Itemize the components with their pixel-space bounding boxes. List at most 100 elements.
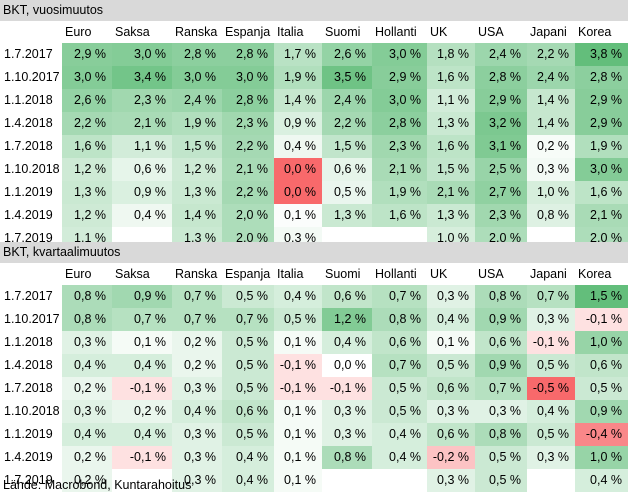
heatmap-cell: 1,1 % [112,135,172,158]
heatmap-cell: 1,0 % [527,181,575,204]
heatmap-cell: 1,4 % [172,204,222,227]
column-header: Korea [578,25,612,39]
heatmap-cell: 3,0 % [372,89,427,112]
heatmap-cell: 0,5 % [274,308,322,331]
column-header: Saksa [115,267,150,281]
heatmap-cell: 1,5 % [322,135,372,158]
heatmap-cell: 0,4 % [274,285,322,308]
heatmap-cell [527,469,575,492]
table-row: 1.7.2018 1,6 % 1,1 % 1,5 % 2,2 % 0,4 % 1,5 % 2,… [0,135,628,158]
heatmap-cell: 2,9 % [575,112,628,135]
heatmap-cell: 2,8 % [372,112,427,135]
heatmap-cell: 3,0 % [112,43,172,66]
heatmap-cell: 3,0 % [62,66,112,89]
heatmap-cell: -0,1 % [112,446,172,469]
row-label: 1.1.2019 [4,427,53,441]
heatmap-cell: 1,9 % [172,112,222,135]
heatmap-cell: 1,3 % [172,181,222,204]
heatmap-cell: 0,6 % [222,400,274,423]
heatmap-cell: 2,1 % [222,158,274,181]
heatmap-cell: 0,6 % [322,158,372,181]
heatmap-cell: 2,9 % [475,89,527,112]
heatmap-cell: 0,8 % [475,423,527,446]
heatmap-cell: 1,9 % [372,181,427,204]
heatmap-cell: 0,5 % [222,285,274,308]
heatmap-cell: 1,0 % [575,446,628,469]
heatmap-cell: 2,4 % [322,89,372,112]
column-header: Italia [277,25,304,39]
heatmap-cell: -0,1 % [274,354,322,377]
heatmap-cell: 2,4 % [475,43,527,66]
heatmap-cell: 2,3 % [372,135,427,158]
heatmap-cell: 0,2 % [62,469,112,492]
heatmap-cell: 1,4 % [527,112,575,135]
table-row: 1.4.2018 0,4 % 0,4 % 0,2 % 0,5 % -0,1 % 0,0 % 0… [0,354,628,377]
heatmap-cell: 1,2 % [62,158,112,181]
heatmap-cell: 0,4 % [222,469,274,492]
heatmap-cell: 0,8 % [322,446,372,469]
heatmap-cell: 1,2 % [322,308,372,331]
heatmap-cell: 0,6 % [475,331,527,354]
heatmap-cell: 2,9 % [575,89,628,112]
heatmap-cell: 0,5 % [222,377,274,400]
row-label: 1.10.2017 [4,70,60,84]
heatmap-cell: 0,5 % [322,181,372,204]
heatmap-cell: 2,2 % [222,181,274,204]
heatmap-cell: 0,4 % [575,469,628,492]
heatmap-cell: 3,8 % [575,43,628,66]
column-header: Saksa [115,25,150,39]
heatmap-cell: 1,9 % [274,66,322,89]
heatmap-cell: 2,8 % [575,66,628,89]
heatmap-cell: 0,2 % [62,377,112,400]
heatmap-cell: 2,3 % [112,89,172,112]
heatmap-cell: 3,2 % [475,112,527,135]
heatmap-cell: 0,4 % [112,204,172,227]
heatmap-cell: 2,6 % [322,43,372,66]
heatmap-cell: 0,4 % [112,423,172,446]
heatmap-cell: 0,5 % [427,354,475,377]
heatmap-cell: 0,0 % [274,158,322,181]
heatmap-cell: 0,4 % [222,446,274,469]
heatmap-cell: 1,5 % [427,158,475,181]
row-label: 1.7.2018 [4,139,53,153]
heatmap-cell: 1,6 % [427,135,475,158]
heatmap-cell: 2,5 % [475,158,527,181]
heatmap-cell: 1,3 % [427,112,475,135]
row-label: 1.7.2017 [4,47,53,61]
heatmap-cell: 0,0 % [274,181,322,204]
table-row: 1.1.2019 0,4 % 0,4 % 0,3 % 0,5 % 0,1 % 0,3 % 0,… [0,423,628,446]
column-header: Suomi [325,267,361,281]
column-header: Italia [277,267,304,281]
annual-gdp-table: BKT, vuosimuutos Euro Saksa Ranska Espanja It… [0,0,628,250]
heatmap-cell: 1,3 % [322,204,372,227]
heatmap-cell: 0,5 % [372,377,427,400]
table-title: BKT, kvartaalimuutos [0,242,628,263]
column-header: Ranska [175,25,218,39]
heatmap-cell: 1,7 % [274,43,322,66]
heatmap-cell: -0,1 % [112,377,172,400]
heatmap-cell: 0,8 % [62,308,112,331]
heatmap-cell: 0,3 % [62,400,112,423]
table-row: 1.4.2019 0,2 % -0,1 % 0,3 % 0,4 % 0,1 % 0,8 % 0… [0,446,628,469]
heatmap-cell: 0,7 % [172,285,222,308]
heatmap-cell [372,469,427,492]
heatmap-cell: 1,3 % [427,204,475,227]
heatmap-cell: 2,7 % [475,181,527,204]
heatmap-cell: 0,3 % [172,423,222,446]
quarterly-gdp-table: BKT, kvartaalimuutos Euro Saksa Ranska Espan… [0,242,628,492]
row-label: 1.10.2018 [4,162,60,176]
heatmap-cell: 0,3 % [527,158,575,181]
heatmap-cell: 0,0 % [322,354,372,377]
heatmap-cell: 2,3 % [475,204,527,227]
heatmap-cell: 2,1 % [372,158,427,181]
heatmap-cell: 1,4 % [527,89,575,112]
column-header: Japani [530,25,567,39]
heatmap-cell: 0,7 % [112,308,172,331]
heatmap-cell: 0,5 % [575,377,628,400]
heatmap-cell: -0,1 % [322,377,372,400]
heatmap-cell: 0,2 % [172,354,222,377]
row-label: 1.7.2018 [4,381,53,395]
heatmap-cell: 0,4 % [62,423,112,446]
heatmap-cell: 2,1 % [427,181,475,204]
row-label: 1.4.2019 [4,450,53,464]
